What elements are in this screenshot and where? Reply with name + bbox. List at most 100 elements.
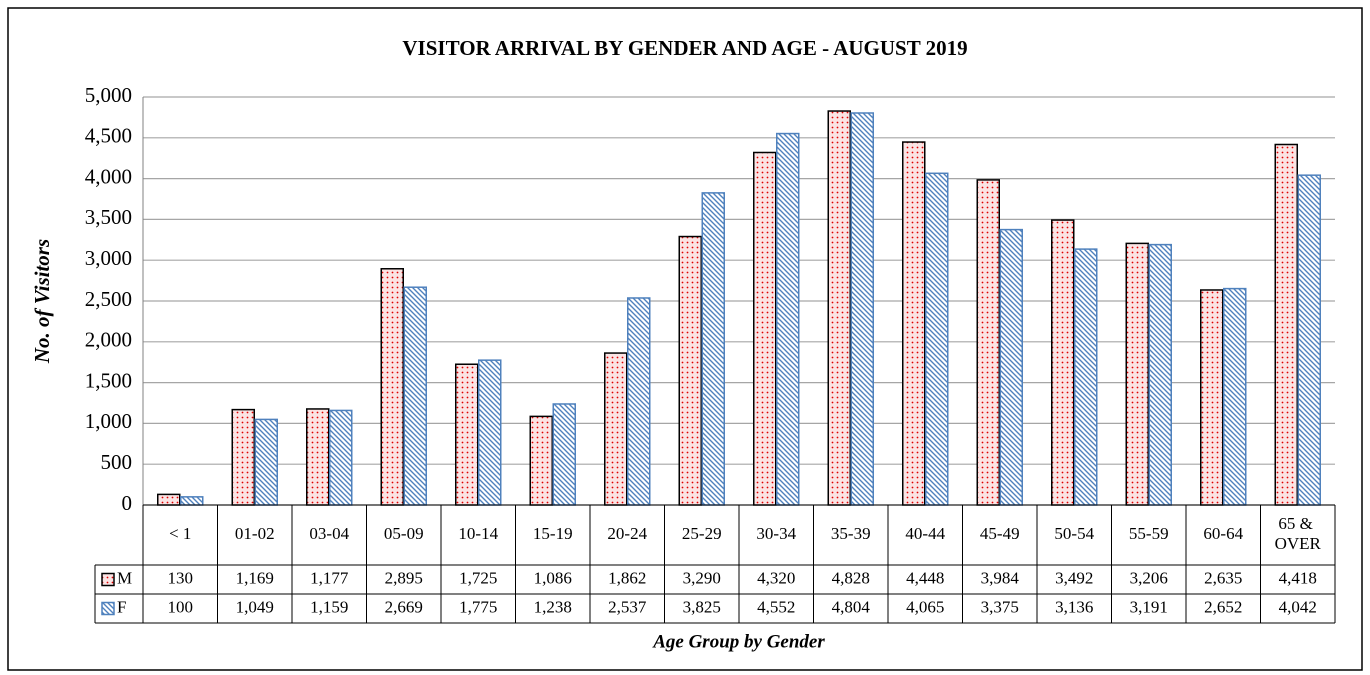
legend-label: M <box>117 568 132 587</box>
bar <box>552 403 576 506</box>
x-tick-label: 30-34 <box>756 524 796 543</box>
table-value: 4,320 <box>757 568 795 587</box>
table-value: 2,895 <box>385 568 423 587</box>
table-value: 1,049 <box>236 597 274 616</box>
x-tick-label: 25-29 <box>682 524 722 543</box>
table-value: 2,669 <box>385 597 423 616</box>
table-value: 3,375 <box>981 597 1019 616</box>
bar <box>604 352 628 506</box>
x-tick-label: < 1 <box>169 524 191 543</box>
bar <box>1274 143 1298 506</box>
x-tick-label: 15-19 <box>533 524 573 543</box>
table-value: 4,418 <box>1279 568 1317 587</box>
bar <box>850 112 874 506</box>
bar <box>254 418 278 506</box>
y-tick-label: 500 <box>101 450 133 474</box>
legend-key <box>101 601 115 616</box>
table-value: 2,652 <box>1204 597 1242 616</box>
table-value: 1,725 <box>459 568 497 587</box>
y-axis-label: No. of Visitors <box>30 239 54 364</box>
y-tick-label: 3,500 <box>85 205 132 229</box>
y-tick-label: 2,000 <box>85 328 132 352</box>
table-value: 4,065 <box>906 597 944 616</box>
bar <box>827 110 851 506</box>
table-value: 1,159 <box>310 597 348 616</box>
bar <box>157 493 181 506</box>
table-value: 130 <box>168 568 194 587</box>
table-value: 4,552 <box>757 597 795 616</box>
x-tick-label: 65 & OVER <box>1275 514 1322 553</box>
table-value: 3,984 <box>981 568 1020 587</box>
bar <box>231 408 255 506</box>
table-value: 1,177 <box>310 568 349 587</box>
bar <box>1051 219 1075 506</box>
table-value: 3,206 <box>1130 568 1168 587</box>
bar <box>925 172 949 506</box>
x-tick-label: 35-39 <box>831 524 871 543</box>
table-value: 3,136 <box>1055 597 1093 616</box>
x-tick-label: 60-64 <box>1203 524 1243 543</box>
bar <box>976 179 1000 506</box>
bar <box>306 408 330 506</box>
bar <box>180 496 204 506</box>
table-value: 4,042 <box>1279 597 1317 616</box>
bar <box>529 415 553 506</box>
bar <box>1223 287 1247 506</box>
x-tick-label: 45-49 <box>980 524 1020 543</box>
chart-title: VISITOR ARRIVAL BY GENDER AND AGE - AUGU… <box>402 36 967 60</box>
x-axis-label: Age Group by Gender <box>652 631 825 652</box>
table-value: 2,635 <box>1204 568 1242 587</box>
table-value: 1,775 <box>459 597 497 616</box>
bar <box>1297 174 1321 506</box>
y-tick-label: 3,000 <box>85 246 132 270</box>
bar <box>678 235 702 506</box>
x-tick-label: 03-04 <box>309 524 349 543</box>
table-value: 3,492 <box>1055 568 1093 587</box>
bar <box>380 268 404 506</box>
table-value: 1,238 <box>534 597 572 616</box>
bar <box>701 192 725 506</box>
table-value: 3,825 <box>683 597 721 616</box>
y-tick-label: 1,500 <box>85 368 132 392</box>
table-value: 4,448 <box>906 568 944 587</box>
x-tick-label: 40-44 <box>905 524 945 543</box>
bar <box>403 286 427 506</box>
table-value: 1,862 <box>608 568 646 587</box>
bar <box>1200 289 1224 506</box>
legend-label: F <box>117 597 126 616</box>
table-value: 2,537 <box>608 597 647 616</box>
bar <box>902 141 926 506</box>
bar <box>776 132 800 506</box>
x-tick-label: 55-59 <box>1129 524 1169 543</box>
bar <box>455 363 479 506</box>
legend-key <box>101 572 115 587</box>
table-value: 3,191 <box>1130 597 1168 616</box>
y-tick-label: 5,000 <box>85 83 132 107</box>
bar <box>1148 243 1172 506</box>
x-tick-label: 01-02 <box>235 524 275 543</box>
y-tick-label: 1,000 <box>85 409 132 433</box>
bar <box>1125 242 1149 506</box>
table-value: 4,828 <box>832 568 870 587</box>
y-tick-label: 0 <box>122 491 133 515</box>
y-tick-label: 2,500 <box>85 287 132 311</box>
table-value: 4,804 <box>832 597 871 616</box>
y-tick-label: 4,500 <box>85 124 132 148</box>
bar <box>627 297 651 506</box>
x-tick-label: 10-14 <box>458 524 498 543</box>
x-tick-label: 50-54 <box>1054 524 1094 543</box>
x-tick-label: 05-09 <box>384 524 424 543</box>
bar <box>1074 248 1098 506</box>
bar <box>478 359 502 506</box>
x-tick-label: 20-24 <box>607 524 647 543</box>
table-value: 1,086 <box>534 568 572 587</box>
chart-frame <box>7 7 1363 671</box>
bar <box>753 151 777 506</box>
bar <box>329 409 353 506</box>
y-tick-label: 4,000 <box>85 164 132 188</box>
bar <box>999 228 1023 506</box>
table-value: 100 <box>168 597 194 616</box>
table-value: 3,290 <box>683 568 721 587</box>
table-value: 1,169 <box>236 568 274 587</box>
